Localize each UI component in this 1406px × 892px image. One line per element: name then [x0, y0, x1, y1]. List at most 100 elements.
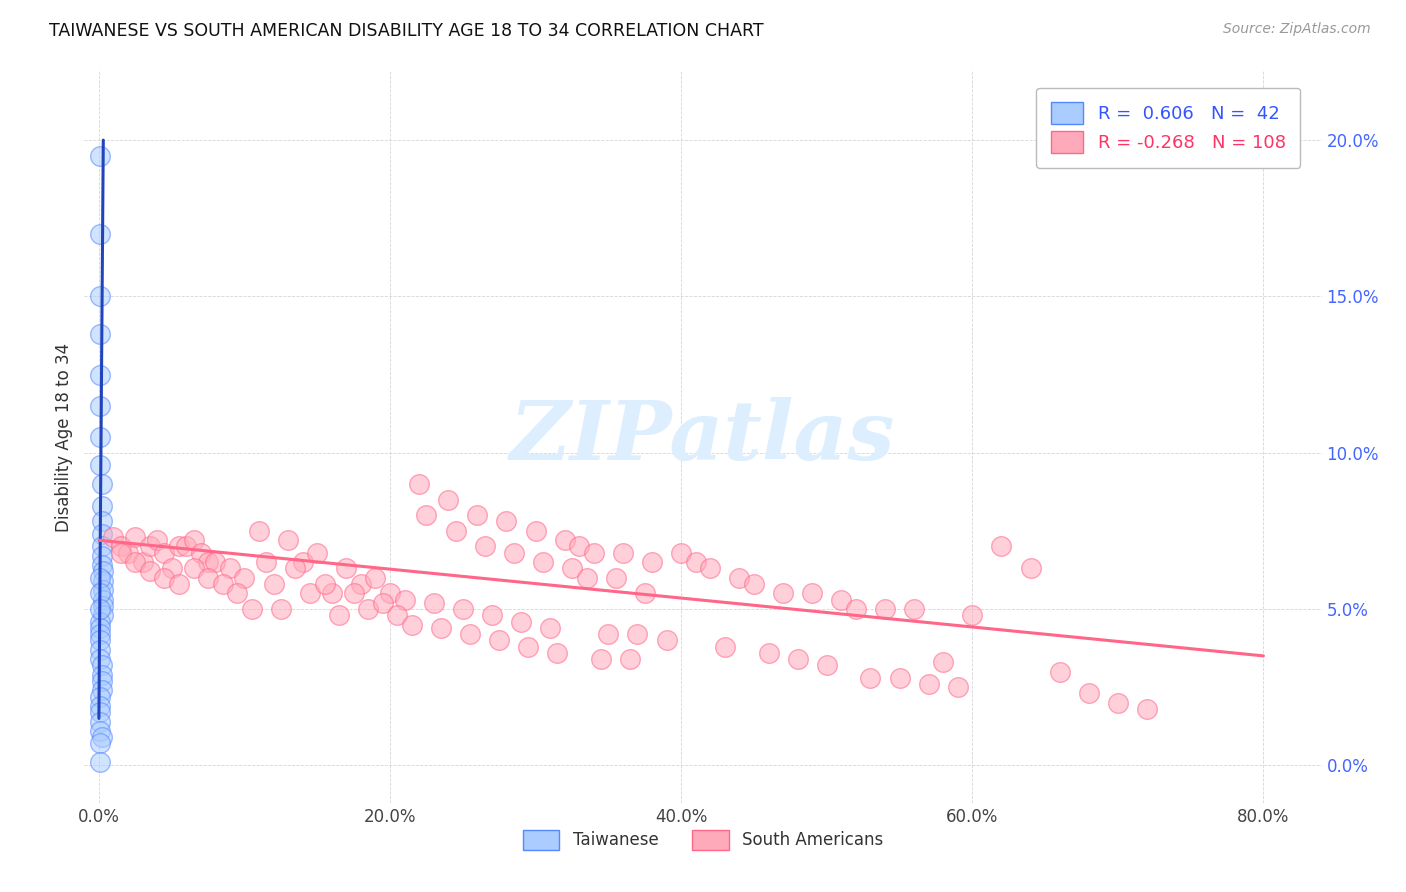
Point	[131, 555, 153, 569]
Point	[612, 546, 634, 560]
Point	[124, 555, 146, 569]
Point	[990, 540, 1012, 554]
Point	[1019, 561, 1042, 575]
Point	[90, 683, 112, 698]
Point	[263, 577, 285, 591]
Point	[415, 508, 437, 523]
Point	[90, 515, 112, 529]
Point	[153, 571, 176, 585]
Point	[89, 705, 111, 719]
Point	[90, 658, 112, 673]
Point	[314, 577, 336, 591]
Point	[932, 655, 955, 669]
Point	[240, 602, 263, 616]
Point	[284, 561, 307, 575]
Point	[474, 540, 496, 554]
Point	[481, 608, 503, 623]
Point	[605, 571, 627, 585]
Point	[89, 615, 111, 629]
Point	[167, 577, 190, 591]
Point	[685, 555, 707, 569]
Point	[190, 546, 212, 560]
Point	[91, 599, 114, 613]
Point	[917, 677, 939, 691]
Point	[591, 652, 613, 666]
Point	[335, 561, 357, 575]
Point	[110, 546, 132, 560]
Point	[510, 615, 533, 629]
Point	[859, 671, 882, 685]
Point	[742, 577, 765, 591]
Point	[160, 561, 183, 575]
Point	[451, 602, 474, 616]
Point	[575, 571, 598, 585]
Point	[204, 555, 226, 569]
Point	[655, 633, 678, 648]
Point	[641, 555, 664, 569]
Point	[371, 596, 394, 610]
Point	[197, 555, 219, 569]
Point	[197, 571, 219, 585]
Point	[89, 602, 111, 616]
Point	[364, 571, 387, 585]
Point	[89, 289, 111, 303]
Point	[89, 690, 111, 704]
Point	[467, 508, 489, 523]
Point	[772, 586, 794, 600]
Point	[117, 546, 139, 560]
Point	[889, 671, 911, 685]
Point	[321, 586, 343, 600]
Point	[568, 540, 591, 554]
Point	[328, 608, 350, 623]
Point	[502, 546, 524, 560]
Point	[378, 586, 401, 600]
Point	[211, 577, 233, 591]
Point	[89, 698, 111, 713]
Point	[89, 227, 111, 241]
Point	[531, 555, 554, 569]
Point	[962, 608, 984, 623]
Point	[89, 149, 111, 163]
Text: ZIPatlas: ZIPatlas	[510, 397, 896, 477]
Point	[845, 602, 868, 616]
Point	[89, 736, 111, 750]
Point	[90, 477, 112, 491]
Point	[90, 499, 112, 513]
Point	[728, 571, 751, 585]
Point	[89, 633, 111, 648]
Point	[89, 642, 111, 657]
Point	[517, 640, 540, 654]
Point	[174, 540, 197, 554]
Point	[226, 586, 249, 600]
Point	[90, 730, 112, 744]
Point	[89, 652, 111, 666]
Point	[298, 586, 321, 600]
Point	[488, 633, 510, 648]
Point	[343, 586, 366, 600]
Point	[758, 646, 780, 660]
Point	[561, 561, 583, 575]
Point	[830, 592, 852, 607]
Point	[90, 549, 112, 563]
Point	[626, 627, 648, 641]
Point	[247, 524, 270, 538]
Point	[89, 458, 111, 473]
Point	[183, 533, 205, 548]
Point	[277, 533, 299, 548]
Point	[357, 602, 380, 616]
Point	[146, 533, 169, 548]
Point	[139, 565, 162, 579]
Point	[167, 540, 190, 554]
Point	[233, 571, 256, 585]
Point	[554, 533, 576, 548]
Point	[90, 527, 112, 541]
Point	[89, 586, 111, 600]
Point	[1077, 686, 1099, 700]
Point	[538, 621, 561, 635]
Point	[89, 714, 111, 729]
Point	[90, 540, 112, 554]
Point	[90, 667, 112, 681]
Point	[401, 617, 423, 632]
Point	[495, 515, 517, 529]
Point	[89, 430, 111, 444]
